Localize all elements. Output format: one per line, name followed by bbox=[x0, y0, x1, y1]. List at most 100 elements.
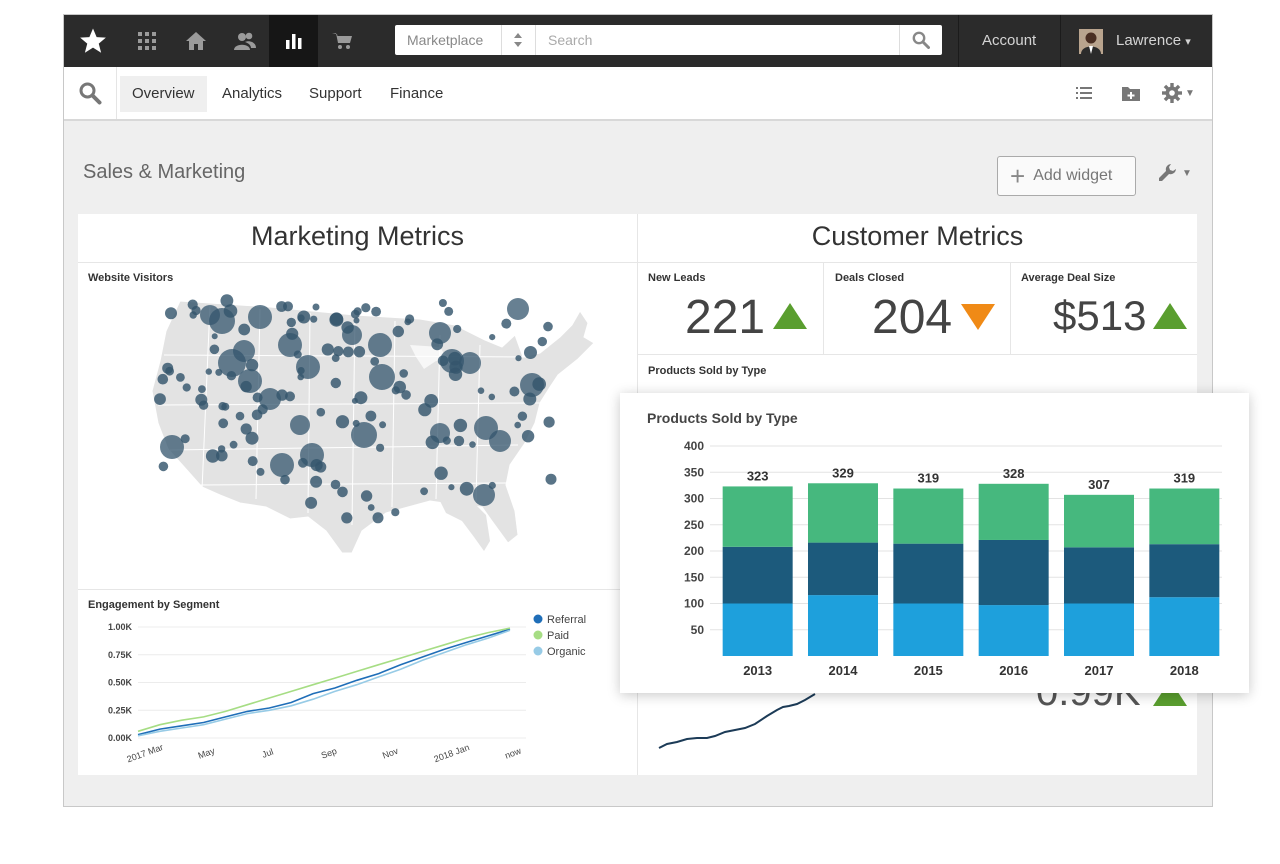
visitor-dot bbox=[248, 305, 272, 329]
visitor-dot bbox=[235, 411, 245, 421]
tab-analytics[interactable]: Analytics bbox=[222, 85, 283, 102]
x-tick-label: 2017 Mar bbox=[125, 742, 164, 764]
cart-icon[interactable] bbox=[318, 15, 367, 67]
visitor-dot bbox=[162, 362, 174, 374]
list-view-icon[interactable] bbox=[1076, 81, 1092, 105]
trend-up-icon bbox=[773, 303, 807, 329]
visitor-dot bbox=[545, 473, 557, 485]
popup-title: Products Sold by Type bbox=[647, 410, 798, 426]
plus-icon: + bbox=[1010, 161, 1026, 191]
home-icon[interactable] bbox=[171, 15, 220, 67]
visitor-dot bbox=[342, 346, 354, 358]
bar-segment bbox=[808, 542, 878, 596]
visitor-dot bbox=[449, 360, 463, 374]
visitors-map bbox=[151, 294, 595, 554]
visitor-dot bbox=[154, 393, 166, 405]
search-button[interactable] bbox=[900, 25, 942, 55]
wrench-menu[interactable]: ▼ bbox=[1158, 163, 1192, 183]
y-tick-label: 300 bbox=[684, 492, 704, 506]
user-menu[interactable]: Lawrence ▾ bbox=[1116, 15, 1191, 67]
tab-overview[interactable]: Overview bbox=[120, 76, 207, 112]
x-tick-label: May bbox=[197, 745, 217, 760]
visitor-dot bbox=[223, 304, 238, 318]
divider bbox=[1060, 15, 1061, 67]
florida-shape bbox=[440, 499, 490, 551]
search-bar: Marketplace bbox=[395, 25, 942, 55]
search-scope-select[interactable]: Marketplace bbox=[407, 32, 484, 48]
visitor-dot bbox=[240, 423, 252, 435]
search-icon[interactable] bbox=[64, 67, 117, 119]
visitor-dot bbox=[280, 474, 290, 485]
visitor-dot bbox=[507, 298, 529, 320]
series-line bbox=[137, 628, 511, 736]
visitor-dot bbox=[368, 333, 392, 357]
visitor-dot bbox=[424, 394, 439, 408]
star-logo-icon[interactable] bbox=[64, 15, 122, 67]
visitor-dot bbox=[376, 443, 385, 452]
visitor-dot bbox=[211, 333, 218, 340]
visitor-dot bbox=[329, 312, 344, 326]
scope-updown-icon[interactable] bbox=[501, 25, 535, 55]
visitor-dot bbox=[501, 318, 512, 329]
add-widget-button[interactable]: + Add widget bbox=[997, 156, 1136, 196]
divider bbox=[535, 25, 536, 55]
visitor-dot bbox=[438, 299, 447, 307]
tab-support[interactable]: Support bbox=[309, 85, 362, 102]
visitor-dot bbox=[448, 484, 455, 491]
bar-segment bbox=[1064, 603, 1134, 656]
visitor-dot bbox=[392, 325, 404, 338]
apps-grid-icon[interactable] bbox=[122, 15, 171, 67]
kpi-value-deals-closed: 204 bbox=[872, 291, 953, 344]
y-tick-label: 1.00K bbox=[108, 622, 133, 632]
bar-segment bbox=[808, 483, 878, 543]
bar-total-label: 319 bbox=[917, 471, 939, 486]
x-tick-label: Nov bbox=[381, 746, 400, 761]
bar-chart-icon[interactable] bbox=[269, 15, 318, 67]
visitor-dot bbox=[350, 309, 360, 319]
visitor-dot bbox=[200, 305, 220, 325]
sparkline bbox=[658, 693, 816, 749]
visitor-dot bbox=[297, 367, 305, 375]
visitor-dot bbox=[459, 481, 474, 496]
visitor-dot bbox=[330, 377, 341, 389]
users-icon[interactable] bbox=[220, 15, 269, 67]
visitor-dot bbox=[305, 496, 318, 509]
visitor-dot bbox=[333, 346, 344, 357]
visitor-dot bbox=[469, 441, 476, 448]
x-tick-label: Sep bbox=[320, 746, 338, 761]
account-link[interactable]: Account bbox=[982, 32, 1037, 49]
new-folder-icon[interactable] bbox=[1122, 81, 1140, 105]
bar-segment bbox=[1149, 597, 1220, 656]
bar-segment bbox=[1064, 494, 1134, 548]
visitor-dot bbox=[286, 317, 296, 328]
top-bar: Marketplace Account Lawrence ▾ bbox=[64, 15, 1212, 67]
chevron-down-icon: ▼ bbox=[1182, 167, 1192, 179]
bar-segment bbox=[893, 488, 964, 544]
visitor-dot bbox=[532, 377, 546, 391]
visitor-dot bbox=[310, 459, 323, 472]
legend-marker bbox=[533, 614, 543, 624]
visitor-dot bbox=[233, 340, 255, 362]
visitor-dot bbox=[205, 449, 220, 463]
visitor-dot bbox=[316, 407, 326, 417]
visitor-dot bbox=[252, 392, 263, 403]
y-tick-label: 0.25K bbox=[108, 705, 133, 715]
y-tick-label: 50 bbox=[691, 623, 705, 637]
products-popup: Products Sold by Type 400 350 300 250 200 150… bbox=[620, 393, 1249, 693]
kpi-label-average-deal-size: Average Deal Size bbox=[1021, 272, 1116, 284]
legend-marker bbox=[533, 646, 543, 656]
divider bbox=[823, 262, 824, 354]
bar-segment bbox=[978, 483, 1049, 540]
search-input[interactable] bbox=[536, 25, 898, 55]
settings-menu[interactable]: ▼ bbox=[1162, 81, 1195, 105]
visitor-dot bbox=[537, 336, 547, 347]
tab-finance[interactable]: Finance bbox=[390, 85, 444, 102]
avatar[interactable] bbox=[1079, 29, 1103, 54]
visitor-dot bbox=[245, 358, 259, 372]
visitor-dot bbox=[444, 306, 454, 316]
visitor-dot bbox=[369, 364, 395, 390]
visitor-dot bbox=[473, 484, 495, 506]
chevron-down-icon: ▼ bbox=[1185, 87, 1195, 99]
visitor-dot bbox=[238, 323, 251, 336]
customer-title: Customer Metrics bbox=[811, 221, 1024, 251]
